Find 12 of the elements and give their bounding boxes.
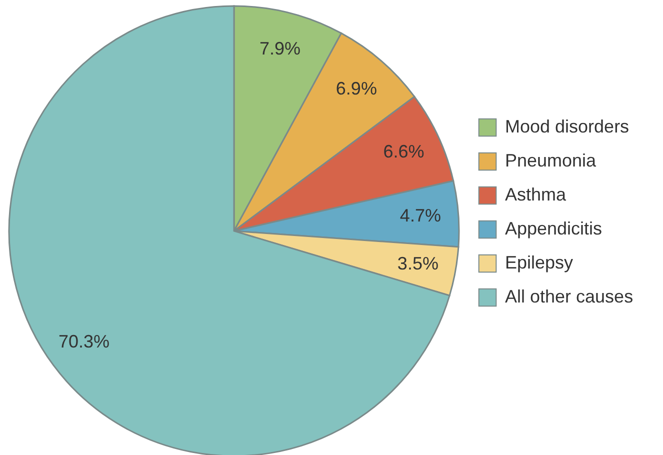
legend-label: Appendicitis [505,218,602,238]
legend-label: Asthma [505,184,568,204]
legend-label: Mood disorders [505,116,630,136]
data-label: 3.5% [397,254,438,274]
data-label: 4.7% [400,206,441,226]
data-label: 6.6% [383,142,424,162]
legend-label: All other causes [505,286,634,306]
data-label: 70.3% [58,332,110,352]
legend-label: Pneumonia [505,150,598,170]
data-label: 7.9% [259,38,300,59]
data-label: 6.9% [336,78,377,99]
legend-label: Epilepsy [505,252,574,272]
